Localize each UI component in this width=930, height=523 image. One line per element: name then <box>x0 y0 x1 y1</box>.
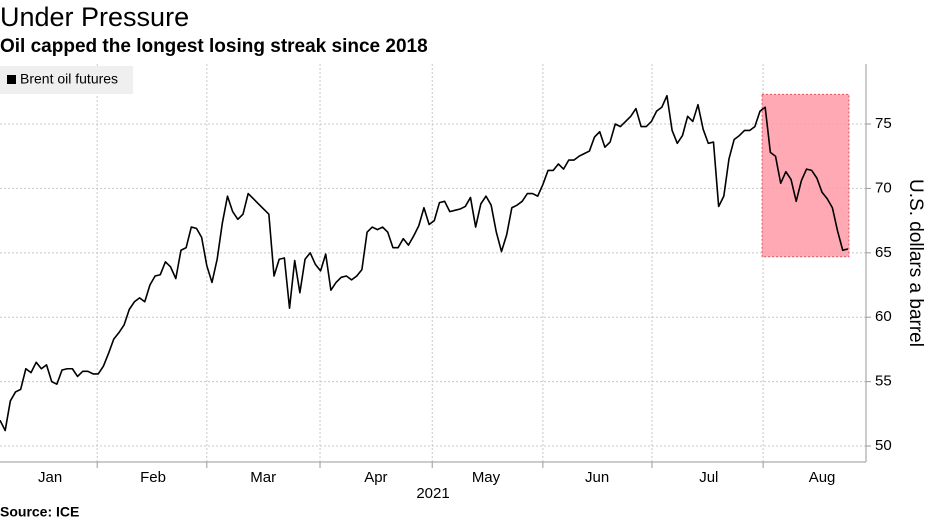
y-tick-label: 70 <box>875 179 892 196</box>
source: Source: ICE <box>0 504 79 520</box>
x-axis-label: 2021 <box>416 485 449 502</box>
y-tick-label: 55 <box>875 373 892 390</box>
x-tick-label: Feb <box>140 469 166 486</box>
x-tick-label: Mar <box>250 469 276 486</box>
y-tick-label: 65 <box>875 244 892 261</box>
legend-label: Brent oil futures <box>20 71 118 87</box>
y-tick-label: 50 <box>875 437 892 454</box>
legend-swatch <box>7 75 16 84</box>
y-axis-label: U.S. dollars a barrel <box>905 179 926 347</box>
x-tick-label: May <box>472 469 501 486</box>
legend-box <box>0 66 133 94</box>
highlight-box <box>761 93 850 258</box>
y-tick-label: 60 <box>875 308 892 325</box>
x-tick-label: Aug <box>809 469 836 486</box>
chart-subtitle: Oil capped the longest losing streak sin… <box>0 36 428 57</box>
x-tick-label: Jan <box>38 469 62 486</box>
x-tick-label: Jul <box>699 469 718 486</box>
y-tick-label: 75 <box>875 115 892 132</box>
line-series <box>0 94 849 432</box>
chart-title: Under Pressure <box>0 2 189 32</box>
x-tick-label: Jun <box>585 469 609 486</box>
x-tick-label: Apr <box>364 469 387 486</box>
